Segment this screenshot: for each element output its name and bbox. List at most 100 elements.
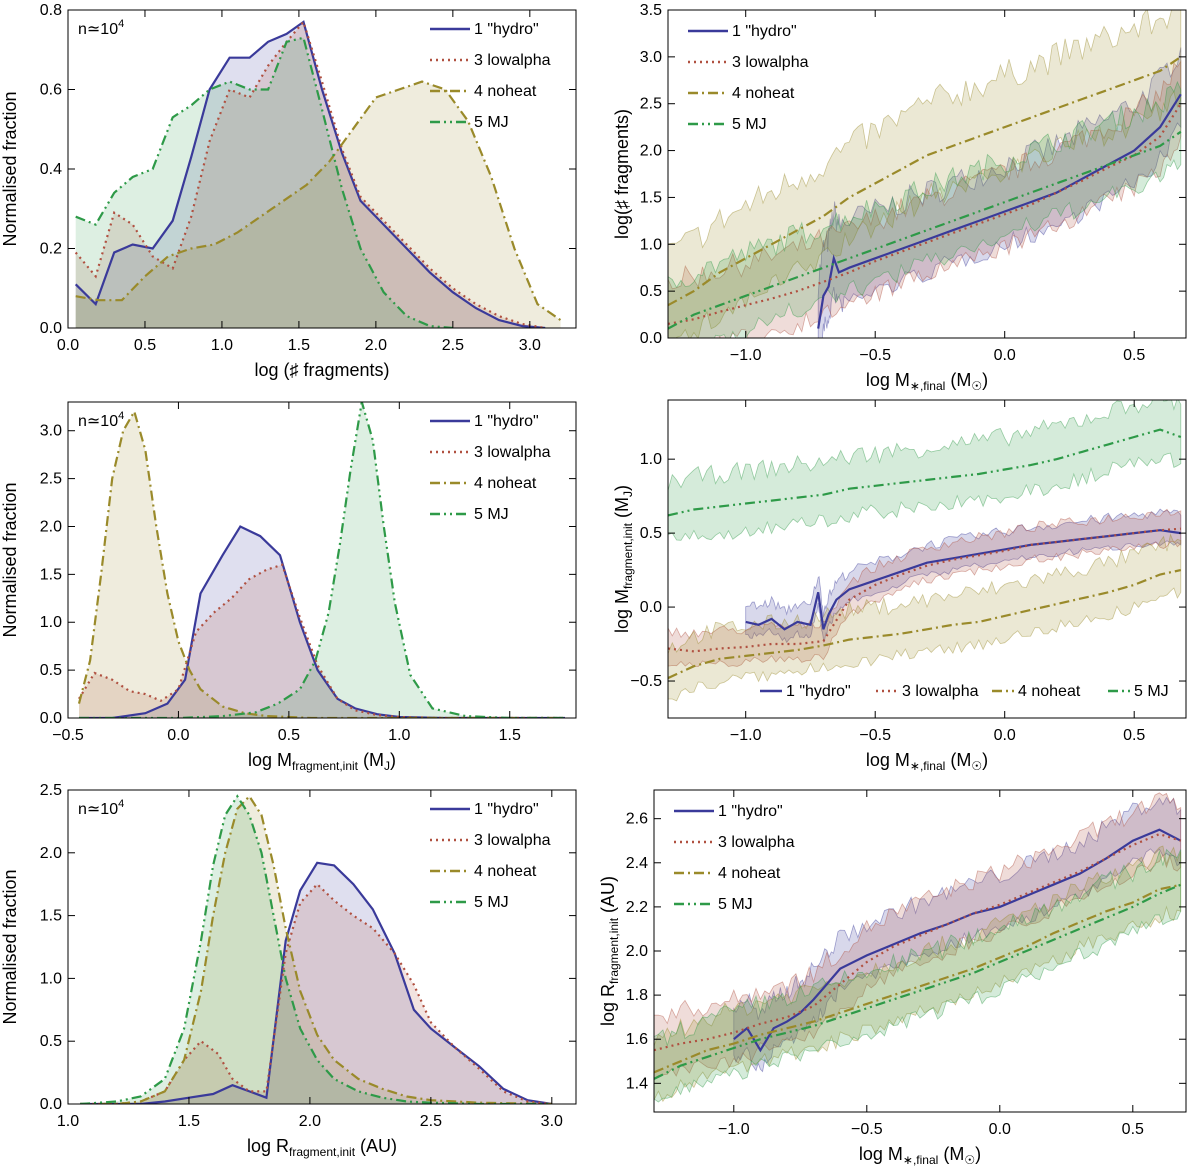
x-tick-label: −1.0 [730,347,762,364]
chart-panel-5: 1.0 1.5 2.0 2.5 3.0 0.0 0.5 1.0 1.5 2.0 2.5 log Rfr… [0,782,577,1159]
x-axis-label: log M∗,final (M☉) [866,370,988,393]
y-tick-label: 3.0 [40,423,62,440]
x-tick-label: 2.5 [420,1113,442,1130]
legend-entry-noheat: 4 noheat [474,863,537,880]
y-tick-label: 1.8 [626,987,648,1004]
x-tick-label: 1.0 [211,337,233,354]
band-hydro [745,508,1182,644]
y-tick-label: 3.5 [640,2,662,19]
y-tick-label: 0.5 [640,525,662,542]
area-fill-noheat [75,81,561,328]
y-tick-label: 1.0 [40,614,62,631]
y-tick-label: 0.4 [40,161,62,178]
band-hydro [817,47,1182,338]
y-axis-label: Normalised fraction [0,91,20,246]
series-line-noheat [654,883,1181,1074]
band-mj [654,848,1182,1103]
series-line-mj [75,36,453,328]
legend-entry-mj: 5 MJ [474,506,509,523]
y-tick-label: 2.6 [626,811,648,828]
legend-entry-noheat: 4 noheat [474,475,537,492]
x-tick-label: 0.5 [1123,347,1145,364]
x-tick-label: 1.5 [288,337,310,354]
chart-panel-4: −1.0 −0.5 0.0 0.5 −0.5 0.0 0.5 1.0 log M∗,final … [612,399,1187,773]
x-axis-label: log Rfragment,init (AU) [247,1136,397,1159]
plot-area [668,400,1182,702]
legend-entry-mj: 5 MJ [474,894,509,911]
x-tick-label: −1.0 [718,1121,750,1138]
area-fill-lowalpha [79,564,565,718]
x-tick-label: 1.5 [178,1113,200,1130]
series-line-hydro [80,861,552,1104]
y-tick-label: 2.5 [40,471,62,488]
legend-entry-hydro: 1 "hydro" [474,413,539,430]
band-noheat [668,10,1182,338]
plot-area [74,19,562,328]
legend-entry-lowalpha: 3 lowalpha [732,54,809,71]
x-tick-label: 0.5 [1122,1121,1144,1138]
y-tick-label: 0.0 [640,599,662,616]
x-tick-label: 0.5 [1123,727,1145,744]
y-axis-label: Normalised fraction [0,482,20,637]
x-tick-label: 1.0 [57,1113,79,1130]
band-noheat [654,845,1182,1103]
chart-panel-1: 0.0 0.5 1.0 1.5 2.0 2.5 3.0 0.0 0.2 0.4 0.6 0.8 log … [0,2,577,380]
y-tick-label: 2.0 [40,518,62,535]
y-tick-label: 1.0 [640,451,662,468]
legend-entry-noheat: 4 noheat [718,865,781,882]
x-tick-label: 0.0 [989,1121,1011,1138]
y-axis-label: log Mfragment,init (MJ) [612,485,635,633]
y-axis-label: log(♯ fragments) [612,109,632,239]
x-tick-label: 0.5 [134,337,156,354]
legend-entry-hydro: 1 "hydro" [474,801,539,818]
legend-entry-mj: 5 MJ [718,896,753,913]
series-line-noheat [77,408,565,718]
series-line-mj [654,883,1182,1080]
x-tick-label: 0.5 [278,727,300,744]
area-fill-hydro [75,21,546,328]
y-tick-label: 0.5 [40,662,62,679]
plot-area [80,794,552,1104]
area-fill-hydro [80,862,552,1104]
y-tick-label: 2.2 [626,899,648,916]
area-fill-mj [79,402,565,718]
x-axis-label: log Mfragment,init (MJ) [248,750,396,773]
legend-entry-noheat: 4 noheat [732,85,795,102]
sample-size-annotation: n≃104 [78,410,124,430]
legend-entry-hydro: 1 "hydro" [786,683,851,700]
legend-entry-mj: 5 MJ [732,116,767,133]
legend-entry-hydro: 1 "hydro" [474,21,539,38]
x-tick-label: 2.5 [442,337,464,354]
y-tick-label: 1.6 [626,1031,648,1048]
plot-frame [667,9,1187,339]
band-mj [668,400,1182,541]
x-tick-label: −0.5 [859,727,891,744]
plot-area [654,792,1182,1103]
legend-entry-lowalpha: 3 lowalpha [474,52,551,69]
series-line-hydro [74,20,546,328]
series-line-mj [668,428,1182,517]
y-tick-label: 0.6 [40,82,62,99]
x-tick-label: 0.0 [167,727,189,744]
area-fill-lowalpha [80,884,552,1104]
x-tick-label: −0.5 [52,727,84,744]
y-tick-label: 0.8 [40,2,62,19]
y-tick-label: 2.0 [640,143,662,160]
y-tick-label: 2.0 [626,943,648,960]
y-tick-label: 0.2 [40,241,62,258]
legend-entry-noheat: 4 noheat [474,83,537,100]
plot-area [77,402,565,718]
y-tick-label: 1.0 [640,236,662,253]
y-tick-label: 1.5 [40,908,62,925]
y-tick-label: 1.5 [40,566,62,583]
chart-panel-2: −1.0 −0.5 0.0 0.5 0.0 0.5 1.0 1.5 2.0 2.5 3.0 3.5 lo… [612,2,1187,393]
series-line-mj [668,130,1182,330]
y-tick-label: 0.0 [40,1096,62,1113]
x-tick-label: 3.0 [541,1113,563,1130]
series-line-mj [79,402,565,718]
band-lowalpha [668,508,1182,668]
x-tick-label: 0.0 [994,347,1016,364]
y-axis-label: log Rfragment,init (AU) [598,876,621,1026]
chart-panel-3: −0.5 0.0 0.5 1.0 1.50.00.51.01.52.02.53.0log… [0,401,577,773]
legend-entry-mj: 5 MJ [474,114,509,131]
